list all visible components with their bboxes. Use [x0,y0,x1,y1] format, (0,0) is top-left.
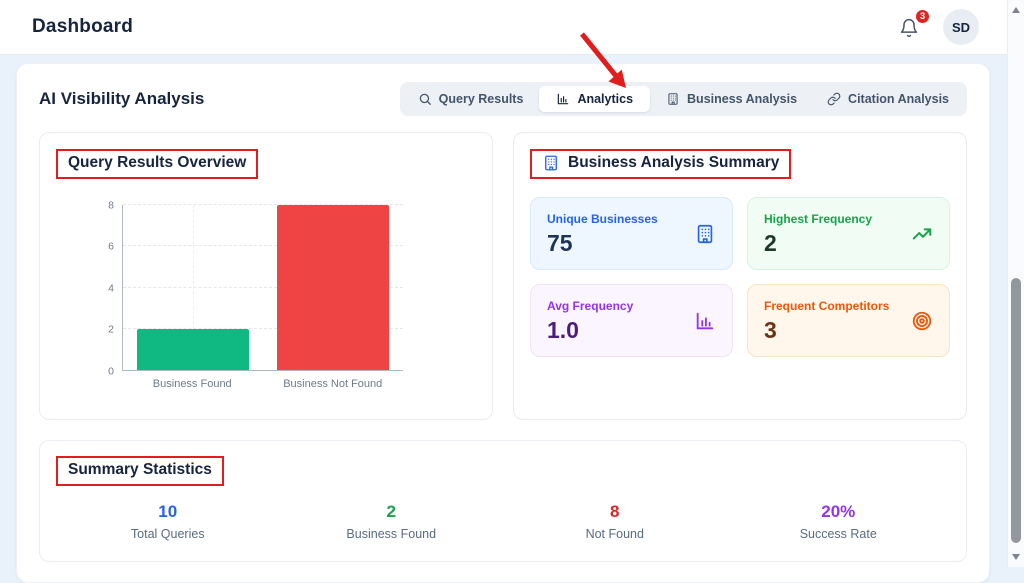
y-tick-label: 2 [108,323,114,336]
summary-stats-row: 10 Total Queries 2 Business Found 8 Not … [56,502,950,541]
summary-stat-business-found: 2 Business Found [280,502,504,541]
cards-row: Query Results Overview 0 2 4 6 8 Business Fo… [39,132,967,420]
scroll-up-button[interactable] [1008,2,1024,18]
building-icon [668,93,678,105]
stat-value: 3 [764,317,777,343]
search-icon [419,93,431,105]
ai-visibility-panel: AI Visibility Analysis Query Results Ana… [16,63,990,583]
annotation-box: Query Results Overview [56,149,259,179]
bar-chart-icon [696,312,714,329]
header-actions: 3 SD [899,8,979,45]
triangle-down-icon [1012,554,1020,560]
link-icon [827,92,841,106]
building-icon [697,224,713,243]
notifications-button[interactable]: 3 [899,8,931,38]
annotation-box: Summary Statistics [56,456,224,486]
chart-bars [123,205,403,370]
annotation-box: Business Analysis Summary [530,149,792,179]
tab-bar: Query Results Analytics Business Analysi… [399,82,967,116]
tab-label: Analytics [577,92,634,106]
page-title: Dashboard [32,16,134,37]
y-tick-label: 0 [108,364,114,377]
stat-value: 75 [547,230,573,256]
stat-value: 8 [610,502,620,521]
stat-label: Unique Businesses [547,212,658,226]
stat-label: Business Found [346,527,437,542]
stat-value: 1.0 [547,317,579,343]
tab-label: Query Results [438,92,524,106]
stat-label: Not Found [585,527,644,542]
summary-stat-success-rate: 20% Success Rate [727,502,951,541]
stat-label: Frequent Competitors [764,299,890,313]
stat-grid: Unique Businesses 75 Highest Frequency [530,197,950,357]
business-summary-card: Business Analysis Summary Unique Busines… [513,132,967,420]
stat-value: 2 [764,230,777,256]
stat-label: Highest Frequency [764,212,873,226]
chart-plot-area [122,204,403,371]
x-tick-label: Business Not Found [283,378,383,390]
y-tick-label: 6 [108,240,114,253]
chart-y-axis: 0 2 4 6 8 [96,200,122,376]
stat-card-frequent-competitors: Frequent Competitors 3 [747,284,950,357]
stat-card-unique-businesses: Unique Businesses 75 [530,197,733,270]
bell-icon [900,18,918,38]
stat-value: 2 [386,502,396,521]
stat-card-avg-frequency: Avg Frequency 1.0 [530,284,733,357]
target-icon [912,311,932,330]
tab-query-results[interactable]: Query Results [404,86,538,112]
stat-label: Avg Frequency [547,299,634,313]
business-summary-card-title: Business Analysis Summary [568,154,780,171]
scroll-down-button[interactable] [1008,549,1024,565]
bar-business-not-found [277,205,389,370]
summary-statistics-card: Summary Statistics 10 Total Queries 2 Bu… [39,440,967,563]
section-title: AI Visibility Analysis [39,89,205,108]
main-content: AI Visibility Analysis Query Results Ana… [0,55,1007,583]
tab-label: Business Analysis [687,92,798,106]
query-results-card: Query Results Overview 0 2 4 6 8 Business Fo… [39,132,493,420]
stat-card-highest-frequency: Highest Frequency 2 [747,197,950,270]
x-tick-label: Business Found [152,378,232,390]
query-results-card-title: Query Results Overview [68,154,247,171]
stat-value: 10 [158,502,178,521]
tab-analytics[interactable]: Analytics [539,86,651,112]
notification-badge: 3 [914,8,931,25]
trending-up-icon [912,227,932,240]
bar-chart-icon [558,93,569,105]
triangle-up-icon [1012,7,1020,13]
y-tick-label: 8 [108,198,114,211]
vertical-scrollbar[interactable] [1007,0,1024,567]
tab-label: Citation Analysis [848,92,949,106]
stat-value: 20% [821,502,856,521]
tab-business-analysis[interactable]: Business Analysis [652,86,811,112]
stat-label: Total Queries [130,527,205,542]
tab-citation-analysis[interactable]: Citation Analysis [813,86,963,112]
summary-statistics-title: Summary Statistics [68,461,212,478]
y-tick-label: 4 [108,281,114,294]
summary-stat-total-queries: 10 Total Queries [56,502,280,541]
chart-x-axis-labels: Business Found Business Not Found [122,371,403,390]
stat-label: Success Rate [799,527,877,542]
app-header: Dashboard 3 SD [0,0,1007,55]
bar-chart: 0 2 4 6 8 [96,200,476,376]
panel-header: AI Visibility Analysis Query Results Ana… [39,82,967,116]
avatar[interactable]: SD [943,9,979,45]
summary-stat-not-found: 8 Not Found [503,502,727,541]
bar-business-found [137,328,249,370]
scrollbar-thumb[interactable] [1011,278,1021,543]
building-icon [545,155,557,171]
